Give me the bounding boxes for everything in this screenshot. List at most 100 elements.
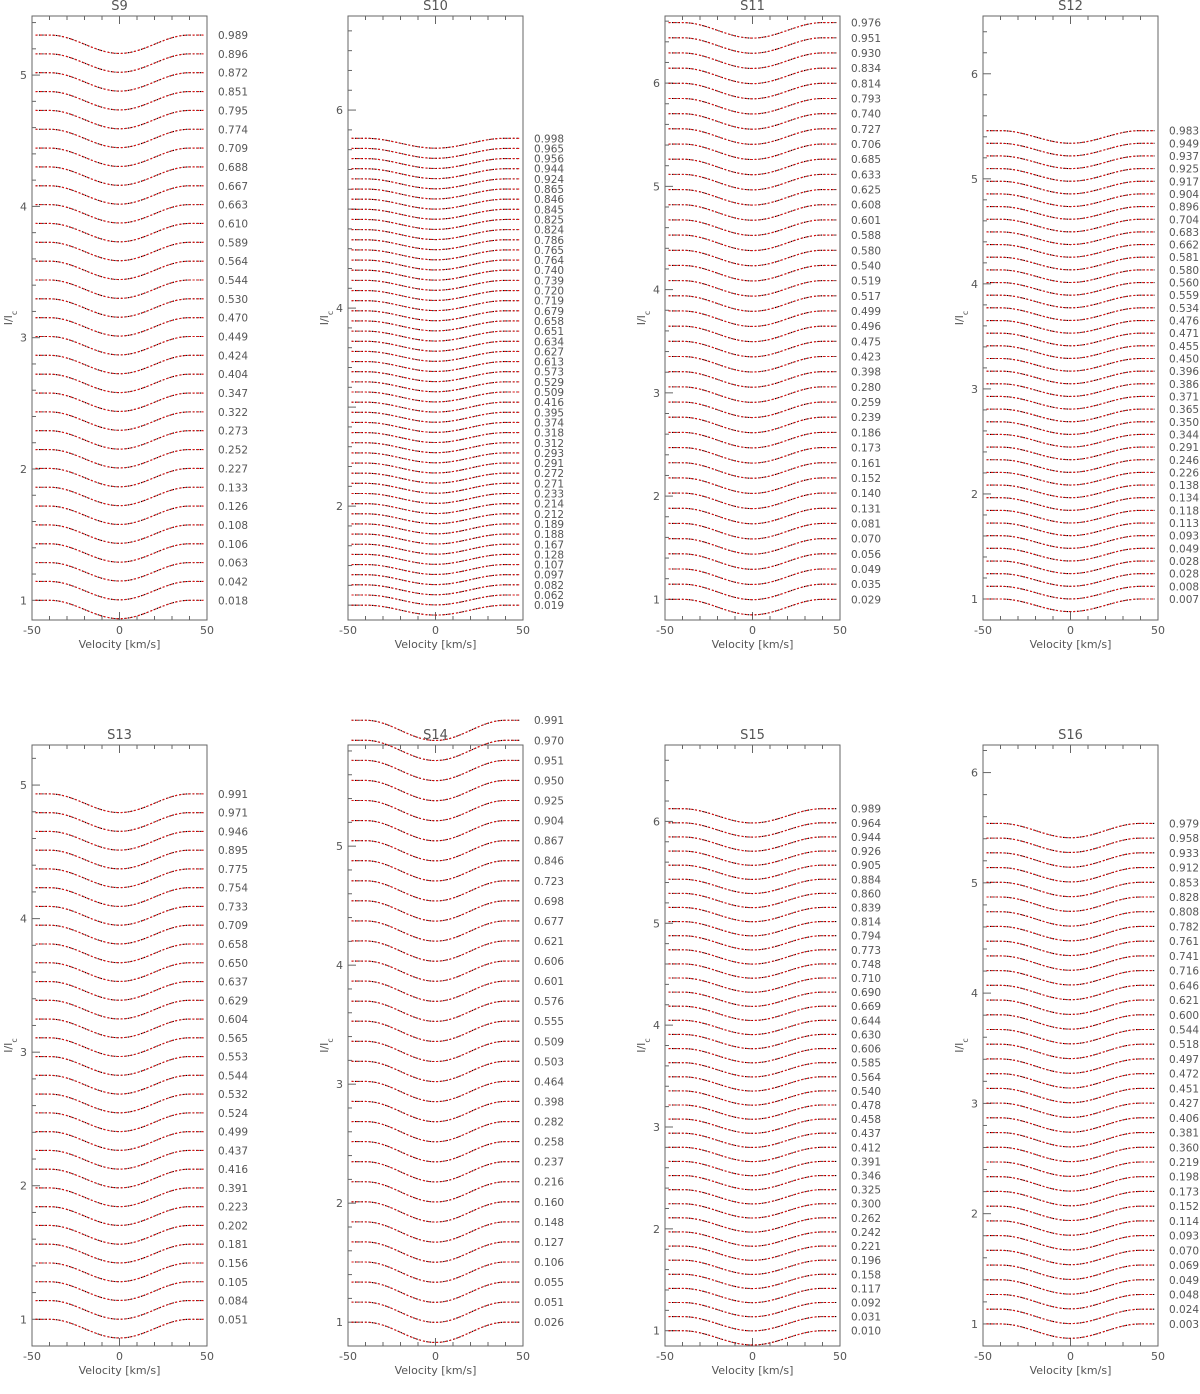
phase-label: 0.291 [534,458,564,470]
model-profile [35,599,204,620]
observed-profile [35,924,204,945]
model-profile [668,189,837,206]
model-profile [351,401,520,413]
observed-profile [35,1112,204,1133]
observed-profile [351,158,520,170]
observed-profile [668,1245,837,1261]
phase-label: 0.293 [534,448,564,460]
observed-profile [35,1074,204,1095]
phase-label: 0.106 [534,1257,564,1269]
model-profile [351,178,520,190]
observed-profile [35,1299,204,1320]
observed-profile [351,208,520,220]
model-profile [986,383,1155,397]
phase-label: 0.720 [534,286,564,298]
y-axis-label: I/Ic [318,1038,335,1053]
observed-profile [35,1224,204,1245]
phase-label: 0.576 [534,996,564,1008]
phase-label: 0.227 [218,463,248,475]
model-profile [986,970,1155,986]
observed-profile [35,392,204,412]
phase-label: 0.503 [534,1056,564,1068]
phase-label: 0.118 [1169,505,1199,517]
model-profile [986,1102,1155,1119]
observed-profile [351,249,520,261]
observed-profile [668,1203,837,1219]
phase-label: 0.739 [534,275,564,287]
y-tick-label: 2 [971,488,978,501]
observed-profile [35,373,204,394]
panel-title: S11 [740,0,765,14]
model-profile [986,852,1155,868]
observed-profile [668,447,837,464]
observed-profile [351,513,520,525]
observed-profile [668,97,837,115]
x-tick-label: 0 [432,624,439,637]
observed-profile [351,759,520,782]
model-profile [351,492,520,504]
model-profile [986,319,1155,334]
phase-label: 0.019 [534,600,564,612]
observed-profile [351,492,520,504]
phase-label: 0.186 [851,427,881,439]
model-profile [986,896,1155,912]
model-profile [986,1117,1155,1133]
y-tick-label: 5 [653,180,660,193]
observed-profile [986,955,1155,971]
model-profile [351,1141,520,1163]
observed-profile [668,1090,837,1106]
phase-label: 0.082 [534,580,564,592]
x-tick-label: 0 [432,1350,439,1363]
model-profile [986,940,1155,957]
model-profile [35,279,204,299]
model-profile [986,459,1155,473]
observed-profile [986,925,1155,942]
panel-s10: S10 -50 0 50 Velocity [km/s] 2 4 6 I/Ic 0.0190.06… [318,0,564,651]
phase-label: 0.010 [851,1326,881,1338]
observed-profile [668,189,837,206]
phase-label: 0.761 [1169,936,1199,948]
phase-label: 0.346 [851,1171,881,1183]
phase-label: 0.499 [851,306,881,318]
phase-label: 0.470 [218,313,248,325]
model-profile [351,391,520,403]
phase-label: 0.449 [218,332,248,344]
model-profile [351,239,520,251]
observed-profile [668,280,837,297]
phase-label: 0.773 [851,945,881,957]
y-tick-label: 2 [336,500,343,513]
y-tick-label: 3 [653,387,660,400]
observed-profile [668,1104,837,1120]
model-profile [986,837,1155,854]
phase-label: 0.272 [534,468,564,480]
observed-profile [351,472,520,484]
observed-profile [35,793,204,814]
model-profile [986,881,1155,898]
model-profile [35,467,204,488]
observed-profile [668,1287,837,1304]
phase-label: 0.646 [1169,980,1199,992]
observed-profile [986,1058,1155,1074]
model-profile [351,1281,520,1303]
phase-label: 0.930 [851,48,881,60]
model-profile [986,1220,1155,1236]
observed-profile [986,282,1155,296]
y-tick-label: 3 [971,1097,978,1110]
model-profile [35,166,204,186]
y-axis-label: I/Ic [2,1038,19,1053]
phase-label: 0.509 [534,1036,564,1048]
observed-profile [986,573,1155,587]
observed-profile [35,962,204,983]
y-tick-label: 4 [971,278,978,291]
observed-profile [668,234,837,252]
phase-label: 0.896 [1169,202,1199,214]
x-axis-label: Velocity [km/s] [79,638,161,651]
observed-profile [351,432,520,444]
observed-profile [351,940,520,962]
phase-label: 0.846 [534,194,564,206]
model-profile [986,535,1155,549]
phase-label: 0.092 [851,1298,881,1310]
model-profile [35,524,204,544]
phase-label: 0.252 [218,445,248,457]
model-profile [668,462,837,479]
